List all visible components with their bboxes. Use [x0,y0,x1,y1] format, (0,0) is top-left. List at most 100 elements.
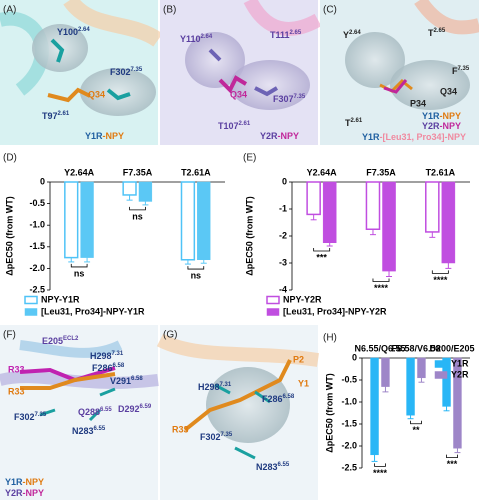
residue-label: Y1102.64 [180,34,213,45]
bar [197,181,211,261]
x-tick-label: T2.61A [426,167,456,177]
bar [138,181,153,202]
bar [425,181,440,233]
bar [322,181,337,243]
significance-bracket [70,263,88,268]
bar [365,181,381,230]
significance-bracket [187,266,205,270]
residue-label: T2.61 [345,118,363,129]
legend-swatch [434,360,448,368]
significance-bracket [431,270,449,274]
bar [417,357,426,379]
panel-b-image [160,0,322,145]
y-tick-label: -0.5 [341,374,357,384]
significance-bracket [313,247,331,252]
significance-label: *** [316,252,327,262]
residue-label: Q34 [88,89,105,99]
y-tick-label: 0 [282,176,287,186]
y-tick-label: -2.5 [341,462,357,472]
y-tick-label: -2.5 [29,284,45,294]
residue-label: F3077.35 [273,94,306,105]
x-tick-label: Y2.64A [64,167,95,177]
significance-bracket [129,206,146,211]
significance-label: ns [191,270,202,280]
bar [370,357,379,456]
y-tick-label: -4 [279,284,287,294]
bar [406,357,415,416]
panel-label: (A) [3,5,16,16]
residue-label: D2926.59 [118,404,152,415]
legend-swatch [266,295,280,305]
panel-label: (F) [3,330,16,341]
panel-label: (B) [163,5,176,16]
residue-label: R33 [8,364,25,374]
residue-label: F2866.58 [92,363,125,374]
x-tick-label: F7.35A [366,167,396,177]
y-tick-label: -2 [279,230,287,240]
y-tick-label: 0 [352,352,357,362]
y-tick-label: -1 [279,203,287,213]
residue-label: Q2886.55 [78,407,112,418]
y-tick-label: -0.5 [29,198,45,208]
x-tick-label: Y2.64A [307,167,338,177]
residue-label: Q34 [440,86,457,96]
significance-label: ns [132,211,143,221]
y-tick-label: -3 [279,257,287,267]
panel-g-image [156,325,320,500]
y-axis-label: ΔpEC50 (from WT) [324,373,334,452]
panel-c-image [320,0,479,145]
legend-text: Y2R-NPY [260,131,299,141]
panel-f-image [0,325,159,500]
legend-label: Y2R [451,369,469,379]
x-tick-label: D200/E205 [429,343,474,353]
legend-text: Y1R-[Leu31, Pro34]-NPY [362,132,466,142]
residue-label: Q34 [230,89,247,99]
significance-label: **** [373,468,388,478]
x-tick-label: N6.55/Q6.55 [354,343,405,353]
legend-text: Y2R-NPY [422,121,461,131]
legend-swatch [24,295,38,305]
residue-label: T1112.65 [270,30,302,41]
y-axis-label: ΔpEC50 (from WT) [244,196,254,275]
residue-label: R33 [8,386,25,396]
residue-label: T2.65 [428,28,446,39]
y-tick-label: -1.0 [29,220,45,230]
x-tick-label: F6.58/V6.58 [391,343,440,353]
legend-label: NPY-Y2R [283,294,322,304]
residue-label: F3027.35 [110,67,143,78]
legend-text: Y1R-NPY [85,131,124,141]
bar [441,181,456,264]
significance-label: *** [447,459,458,469]
residue-label: H2987.31 [198,382,232,393]
significance-bracket [446,454,458,458]
residue-label: E205ECL2 [42,336,79,347]
x-tick-label: T2.61A [181,167,211,177]
bar [180,181,196,261]
y-tick-label: -1.5 [29,241,45,251]
residue-label: V2916.58 [110,376,143,387]
residue-label: F2866.58 [262,394,295,405]
panel-label: (C) [323,5,337,16]
y-tick-label: 0 [40,176,45,186]
residue-label: Y1 [298,378,309,388]
residue-label: F3027.35 [14,412,47,423]
legend-label: Y1R [451,358,469,368]
significance-label: **** [433,275,448,285]
bar [122,181,137,196]
y-tick-label: -1.0 [341,396,357,406]
residue-label: T1072.61 [218,121,251,132]
legend-swatch [266,308,280,316]
bar [381,357,390,387]
y-tick-label: -2.0 [341,440,357,450]
residue-label: F7.35 [452,66,470,77]
bar [382,181,396,272]
panel-label: (D) [3,153,17,164]
significance-label: **** [374,283,389,293]
legend-text: Y2R-NPY [5,488,44,498]
significance-label: ns [74,268,85,278]
residue-label: T972.61 [42,111,70,122]
panel-a-image [0,0,163,145]
residue-label: Y1002.64 [57,27,90,38]
residue-label: N2836.55 [72,426,106,437]
